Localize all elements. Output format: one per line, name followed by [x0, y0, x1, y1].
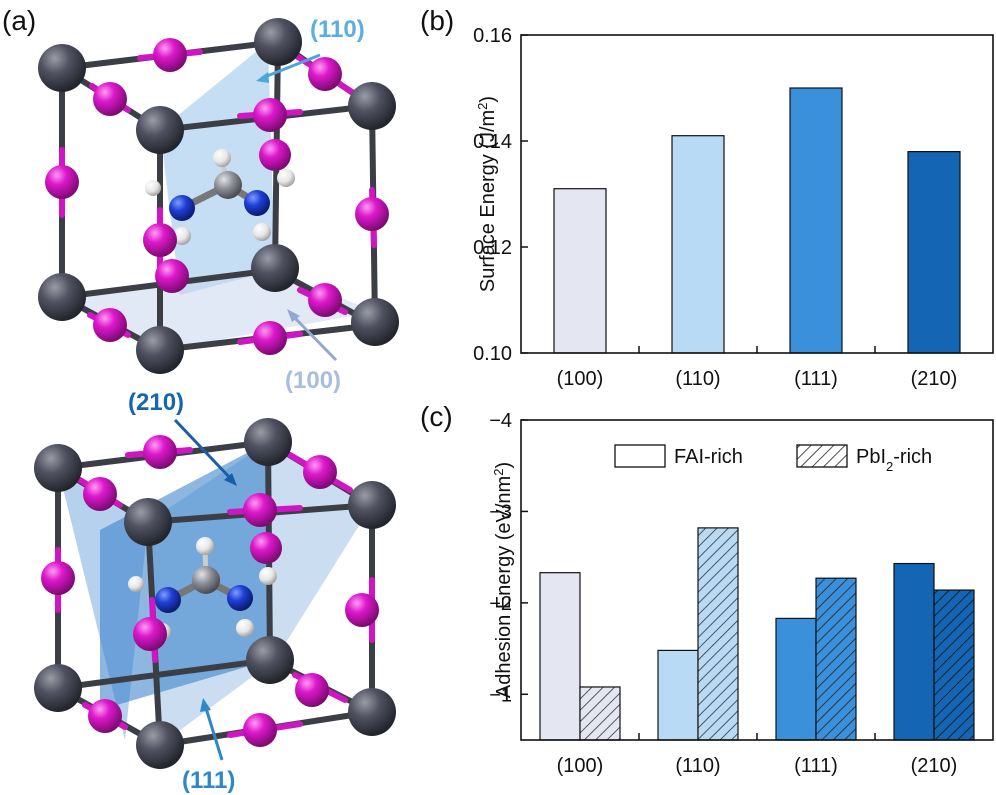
bar-fai-rich: [775, 617, 817, 741]
bar-pbi2-rich: [579, 686, 621, 741]
x-tick-label: (111): [794, 368, 838, 390]
nitrogen-atom: [227, 585, 253, 611]
bar-pbi2-rich: [697, 527, 739, 741]
y-tick-label: −3: [489, 501, 512, 523]
legend-swatch-pbi2-rich: [796, 444, 848, 468]
legend-label-pbi2-rich: PbI2-rich: [856, 446, 932, 474]
bar-pbi2-rich: [815, 577, 857, 741]
y-axis-label: Adhesion Energy (eV/nm2): [491, 462, 516, 698]
hydrogen-atom: [196, 537, 214, 555]
nitrogen-atom: [169, 195, 195, 221]
hydrogen-atom: [128, 576, 144, 592]
hydrogen-atom: [259, 567, 277, 585]
bar-fai-rich: [657, 649, 699, 741]
x-tick-label: (110): [675, 368, 720, 390]
label-100-arrow: [287, 309, 338, 362]
x-tick-label: (210): [911, 755, 958, 777]
hydrogen-atom: [145, 180, 161, 196]
y-tick-label: 0.10: [473, 343, 512, 365]
y-tick-label: −2: [489, 593, 512, 615]
lead-atoms: [38, 18, 399, 374]
y-tick-label: −1: [489, 684, 512, 706]
legend-label-sub: 2: [886, 459, 893, 474]
y-axis-label-sup: 2: [475, 103, 490, 110]
bar: [789, 87, 843, 354]
crystal-cubic-top: (110) (100): [38, 16, 399, 394]
y-axis-label-sup: 2: [491, 469, 506, 476]
y-axis-label-main: Surface Energy (J/m: [477, 110, 499, 292]
iodine-atoms: [41, 435, 379, 747]
x-tick-label: (110): [675, 755, 720, 777]
crystal-cubic-bottom: (210) (111): [34, 389, 396, 794]
hydrogen-atom: [253, 223, 271, 241]
y-axis-label-main: Adhesion Energy (eV/nm: [493, 476, 515, 698]
y-axis-label-close: ): [477, 96, 499, 103]
panel-label-b: (b): [420, 5, 454, 36]
label-210: (210): [128, 389, 184, 416]
nitrogen-atom: [244, 190, 270, 216]
lead-atoms: [34, 418, 396, 769]
iodine-atoms: [45, 38, 389, 355]
label-111-arrow: [200, 698, 224, 761]
y-tick-label: 0.12: [473, 237, 512, 259]
label-210-arrow: [173, 418, 237, 486]
hydrogen-atom: [173, 227, 191, 245]
x-tick-label: (111): [794, 755, 838, 777]
y-axis-label: Surface Energy (J/m2): [475, 96, 500, 292]
x-tick-label: (100): [557, 368, 604, 390]
label-110: (110): [310, 16, 365, 43]
carbon-atom: [214, 171, 242, 199]
x-tick-label: (210): [911, 368, 958, 390]
panel-label-a: (a): [2, 5, 36, 36]
bar-fai-rich: [893, 562, 935, 741]
bar: [671, 135, 725, 354]
y-tick-label: −4: [489, 410, 512, 432]
x-tick-label: (100): [557, 755, 604, 777]
bar-pbi2-rich: [933, 589, 975, 741]
y-tick-label: 0.16: [473, 25, 512, 47]
bar: [553, 188, 607, 354]
legend-swatch-fai-rich: [614, 444, 666, 468]
label-110-arrow: [256, 53, 321, 83]
panel-label-c: (c): [420, 401, 453, 432]
label-111: (111): [182, 767, 235, 794]
legend-label-fai-rich: FAI-rich: [674, 446, 743, 468]
formamidinium-molecule: [128, 537, 277, 641]
plot-frame: [520, 34, 994, 354]
legend-label-tail: -rich: [893, 446, 932, 468]
y-axis-label-close: ): [493, 462, 515, 469]
legend-label-main: PbI: [856, 446, 886, 468]
hydrogen-atom: [277, 169, 295, 187]
hydrogen-atom: [213, 149, 231, 167]
bar-fai-rich: [539, 572, 581, 741]
plot-frame: [520, 419, 994, 741]
formamidinium-molecule: [145, 149, 295, 245]
hydrogen-atom: [236, 619, 254, 637]
label-100: (100): [285, 367, 341, 394]
chart-surface-energy: (100) (110) (111) (210) 0.10 0.12 0.14 0.16 Surf…: [473, 25, 994, 390]
nitrogen-atom: [155, 587, 181, 613]
carbon-atom: [192, 566, 220, 594]
y-tick-label: 0.14: [473, 131, 512, 153]
bar: [907, 151, 961, 354]
